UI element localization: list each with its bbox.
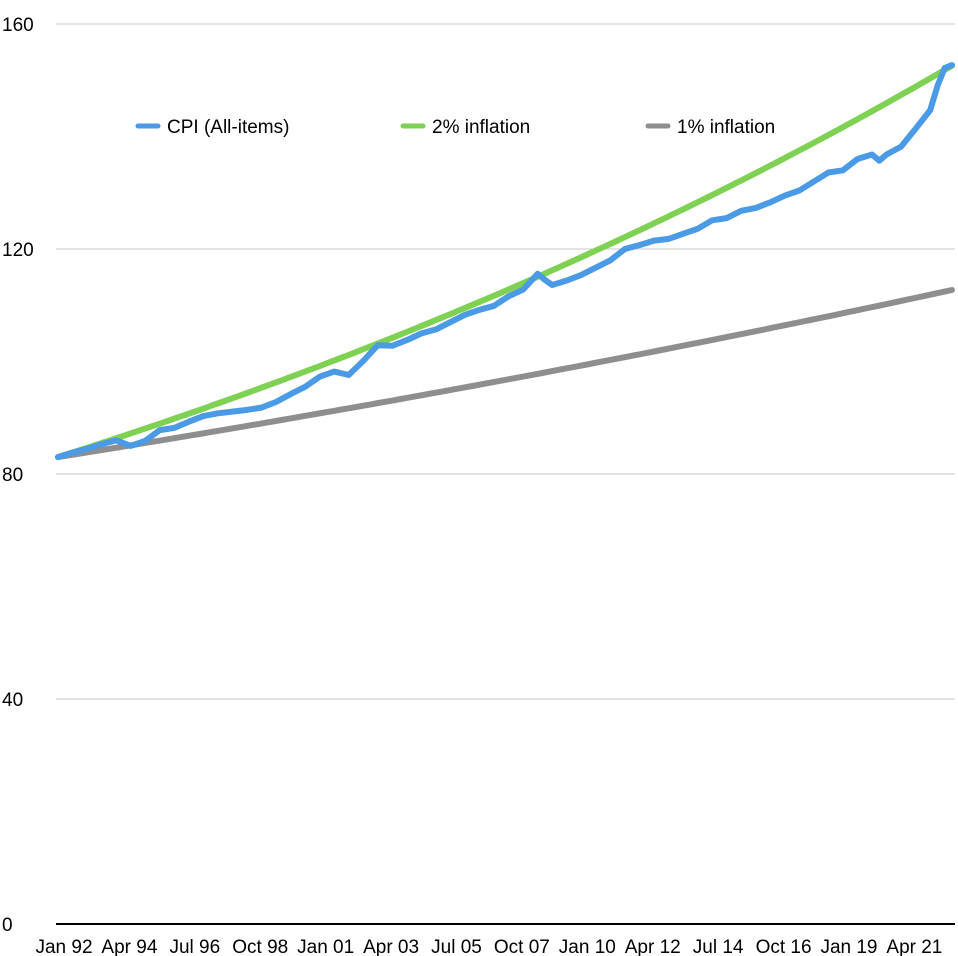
grid-lines: [56, 23, 955, 700]
y-tick-label-160: 160: [2, 15, 34, 36]
series-line-2-inflation: [55, 62, 955, 461]
x-tick-label: Oct 98: [232, 937, 288, 956]
x-tick-label: Jan 92: [35, 937, 92, 956]
legend-label-2-inflation: 2% inflation: [432, 117, 530, 138]
y-axis-ticks: 0 40 80 120 160: [2, 15, 34, 936]
x-tick-label: Jul 96: [169, 937, 220, 956]
x-axis-ticks: Jan 92 Apr 94 Jul 96 Oct 98 Jan 01 Apr 03 Jul …: [35, 937, 942, 956]
x-tick-label: Jul 14: [693, 937, 744, 956]
x-tick-label: Apr 94: [101, 937, 157, 956]
legend-label-cpi-all-items: CPI (All-items): [167, 117, 289, 138]
series-lines: [55, 62, 955, 461]
legend: CPI (All-items) 2% inflation 1% inflation: [135, 117, 775, 138]
series-line-1-inflation: [55, 287, 955, 461]
x-tick-label: Apr 12: [625, 937, 681, 956]
x-tick-label: Oct 07: [494, 937, 550, 956]
x-tick-label: Oct 16: [756, 937, 812, 956]
x-tick-label: Apr 03: [363, 937, 419, 956]
x-tick-label: Jan 01: [297, 937, 354, 956]
x-tick-label: Jul 05: [431, 937, 482, 956]
y-tick-label-40: 40: [2, 690, 23, 711]
legend-label-1-inflation: 1% inflation: [677, 117, 775, 138]
x-tick-label: Jan 19: [820, 937, 877, 956]
y-tick-label-80: 80: [2, 465, 23, 486]
series-line-cpi-all-items: [55, 62, 955, 461]
x-tick-label: Apr 21: [886, 937, 942, 956]
y-tick-label-0: 0: [2, 915, 13, 936]
y-tick-label-120: 120: [2, 240, 34, 261]
x-tick-label: Jan 10: [559, 937, 616, 956]
